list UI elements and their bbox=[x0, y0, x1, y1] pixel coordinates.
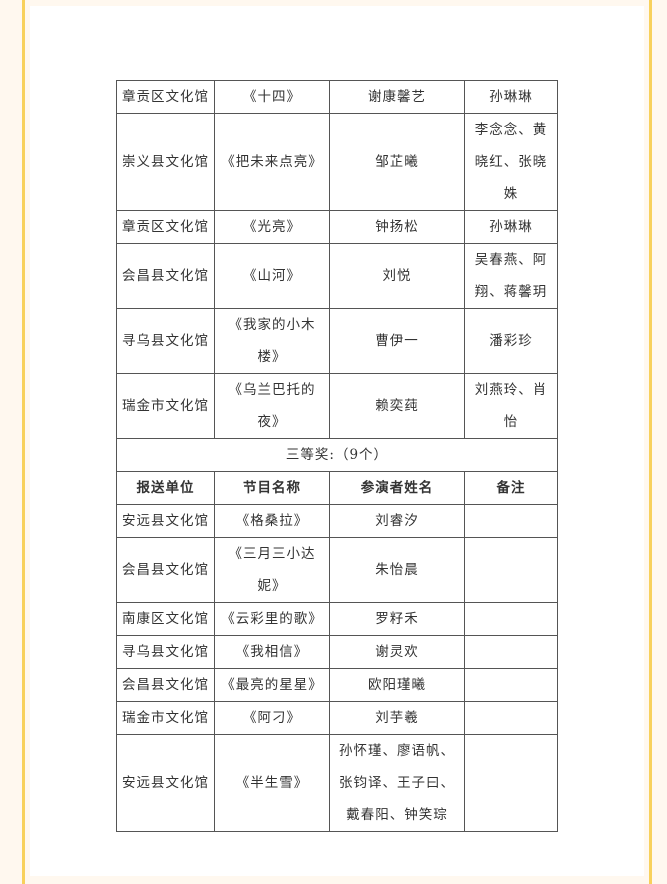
table-row: 南康区文化馆 《云彩里的歌》 罗籽禾 bbox=[116, 602, 558, 636]
unit-cell: 崇义县文化馆 bbox=[116, 113, 215, 211]
performers-cell: 谢康馨艺 bbox=[329, 80, 465, 114]
program-cell: 《格桑拉》 bbox=[214, 504, 330, 538]
table-row: 会昌县文化馆 《三月三小达妮》 朱怡晨 bbox=[116, 537, 558, 603]
program-cell: 《最亮的星星》 bbox=[214, 668, 330, 702]
program-cell: 《乌兰巴托的夜》 bbox=[214, 373, 330, 439]
table-row: 瑞金市文化馆 《阿刁》 刘芋羲 bbox=[116, 701, 558, 735]
performers-cell: 欧阳瑾曦 bbox=[329, 668, 465, 702]
header-performers: 参演者姓名 bbox=[329, 471, 465, 505]
note-cell bbox=[464, 602, 558, 636]
table-row: 章贡区文化馆 《十四》 谢康馨艺 孙琳琳 bbox=[116, 80, 558, 114]
page-border-left bbox=[22, 0, 25, 884]
table-row: 崇义县文化馆 《把未来点亮》 邹芷曦 李念念、黄晓红、张晓姝 bbox=[116, 113, 558, 211]
header-program: 节目名称 bbox=[214, 471, 330, 505]
unit-cell: 寻乌县文化馆 bbox=[116, 308, 215, 374]
table-row: 会昌县文化馆 《山河》 刘悦 吴春燕、阿翔、蒋馨玥 bbox=[116, 243, 558, 309]
header-row: 报送单位 节目名称 参演者姓名 备注 bbox=[116, 471, 558, 505]
unit-cell: 章贡区文化馆 bbox=[116, 210, 215, 244]
page-border-right bbox=[649, 0, 652, 884]
program-cell: 《半生雪》 bbox=[214, 734, 330, 832]
program-cell: 《十四》 bbox=[214, 80, 330, 114]
note-cell: 孙琳琳 bbox=[464, 210, 558, 244]
performers-cell: 刘芋羲 bbox=[329, 701, 465, 735]
program-cell: 《光亮》 bbox=[214, 210, 330, 244]
performers-cell: 罗籽禾 bbox=[329, 602, 465, 636]
performers-cell: 刘睿汐 bbox=[329, 504, 465, 538]
section-title-row: 三等奖:（9个） bbox=[116, 438, 558, 472]
header-note: 备注 bbox=[464, 471, 558, 505]
note-cell bbox=[464, 635, 558, 669]
performers-cell: 谢灵欢 bbox=[329, 635, 465, 669]
note-cell bbox=[464, 734, 558, 832]
award-table: 章贡区文化馆 《十四》 谢康馨艺 孙琳琳 崇义县文化馆 《把未来点亮》 邹芷曦 … bbox=[116, 80, 558, 832]
program-cell: 《我相信》 bbox=[214, 635, 330, 669]
unit-cell: 南康区文化馆 bbox=[116, 602, 215, 636]
performers-cell: 钟扬松 bbox=[329, 210, 465, 244]
unit-cell: 瑞金市文化馆 bbox=[116, 701, 215, 735]
program-cell: 《我家的小木楼》 bbox=[214, 308, 330, 374]
performers-cell: 刘悦 bbox=[329, 243, 465, 309]
header-unit: 报送单位 bbox=[116, 471, 215, 505]
performers-cell: 曹伊一 bbox=[329, 308, 465, 374]
note-cell bbox=[464, 701, 558, 735]
program-cell: 《把未来点亮》 bbox=[214, 113, 330, 211]
table-row: 寻乌县文化馆 《我相信》 谢灵欢 bbox=[116, 635, 558, 669]
note-cell: 潘彩珍 bbox=[464, 308, 558, 374]
program-cell: 《山河》 bbox=[214, 243, 330, 309]
table-row: 章贡区文化馆 《光亮》 钟扬松 孙琳琳 bbox=[116, 210, 558, 244]
program-cell: 《阿刁》 bbox=[214, 701, 330, 735]
table-row: 会昌县文化馆 《最亮的星星》 欧阳瑾曦 bbox=[116, 668, 558, 702]
note-cell: 吴春燕、阿翔、蒋馨玥 bbox=[464, 243, 558, 309]
note-cell bbox=[464, 537, 558, 603]
note-cell bbox=[464, 504, 558, 538]
performers-cell: 朱怡晨 bbox=[329, 537, 465, 603]
note-cell bbox=[464, 668, 558, 702]
table-row: 安远县文化馆 《格桑拉》 刘睿汐 bbox=[116, 504, 558, 538]
performers-cell: 邹芷曦 bbox=[329, 113, 465, 211]
note-cell: 孙琳琳 bbox=[464, 80, 558, 114]
table-row: 安远县文化馆 《半生雪》 孙怀瑾、廖语帆、张钧译、王子曰、戴春阳、钟笑琮 bbox=[116, 734, 558, 832]
unit-cell: 会昌县文化馆 bbox=[116, 668, 215, 702]
unit-cell: 安远县文化馆 bbox=[116, 734, 215, 832]
unit-cell: 安远县文化馆 bbox=[116, 504, 215, 538]
unit-cell: 瑞金市文化馆 bbox=[116, 373, 215, 439]
performers-cell: 孙怀瑾、廖语帆、张钧译、王子曰、戴春阳、钟笑琮 bbox=[329, 734, 465, 832]
table-row: 瑞金市文化馆 《乌兰巴托的夜》 赖奕莼 刘燕玲、肖怡 bbox=[116, 373, 558, 439]
unit-cell: 章贡区文化馆 bbox=[116, 80, 215, 114]
program-cell: 《云彩里的歌》 bbox=[214, 602, 330, 636]
unit-cell: 寻乌县文化馆 bbox=[116, 635, 215, 669]
third-prize-title: 三等奖:（9个） bbox=[116, 438, 558, 472]
table-row: 寻乌县文化馆 《我家的小木楼》 曹伊一 潘彩珍 bbox=[116, 308, 558, 374]
note-cell: 刘燕玲、肖怡 bbox=[464, 373, 558, 439]
note-cell: 李念念、黄晓红、张晓姝 bbox=[464, 113, 558, 211]
performers-cell: 赖奕莼 bbox=[329, 373, 465, 439]
unit-cell: 会昌县文化馆 bbox=[116, 537, 215, 603]
unit-cell: 会昌县文化馆 bbox=[116, 243, 215, 309]
program-cell: 《三月三小达妮》 bbox=[214, 537, 330, 603]
